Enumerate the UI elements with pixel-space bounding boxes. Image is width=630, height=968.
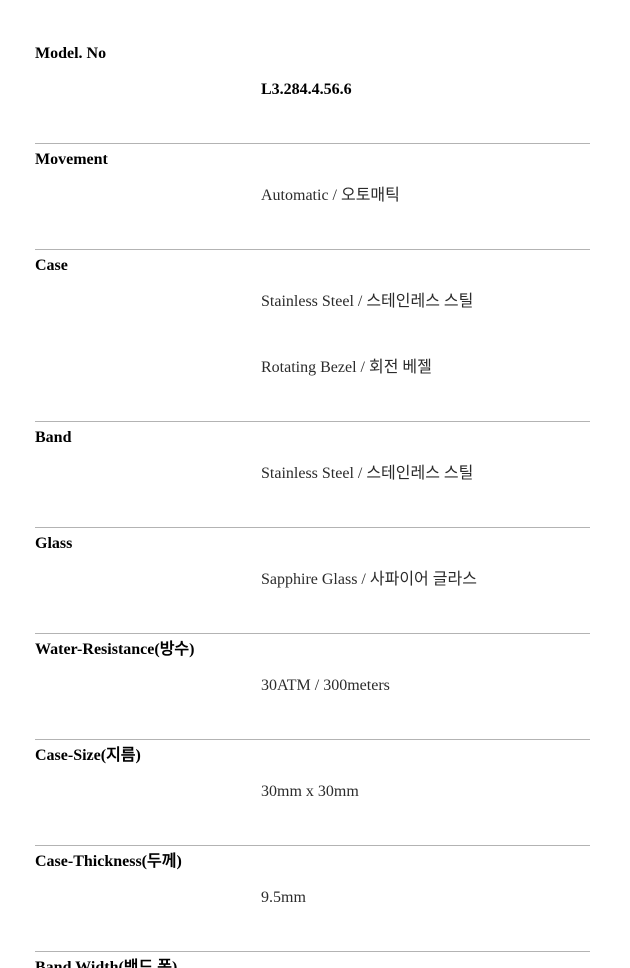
spec-row-glass: Glass Sapphire Glass / 사파이어 글라스 xyxy=(35,528,590,634)
spec-value-line: 30mm x 30mm xyxy=(261,783,590,801)
spec-value-line: Sapphire Glass / 사파이어 글라스 xyxy=(261,571,590,589)
spec-row-case-thickness: Case-Thickness(두께) 9.5mm xyxy=(35,846,590,952)
spec-row-band: Band Stainless Steel / 스테인레스 스틸 xyxy=(35,422,590,528)
spec-label: Band xyxy=(35,422,261,528)
spec-value: Automatic / 오토매틱 xyxy=(261,144,590,250)
spec-value: 15mm xyxy=(261,952,590,968)
spec-value: Stainless Steel / 스테인레스 스틸 xyxy=(261,422,590,528)
spec-row-model-no: Model. No L3.284.4.56.6 xyxy=(35,38,590,144)
spec-table: Model. No L3.284.4.56.6 Movement Automat… xyxy=(35,38,590,968)
spec-value-line: Stainless Steel / 스테인레스 스틸 xyxy=(261,293,590,311)
spec-value-line: Stainless Steel / 스테인레스 스틸 xyxy=(261,465,590,483)
spec-value-line: L3.284.4.56.6 xyxy=(261,81,590,99)
spec-value: L3.284.4.56.6 xyxy=(261,38,590,144)
spec-value: Sapphire Glass / 사파이어 글라스 xyxy=(261,528,590,634)
spec-label: Case-Thickness(두께) xyxy=(35,846,261,952)
spec-label: Water-Resistance(방수) xyxy=(35,634,261,740)
spec-label: Band Width(밴드 폭) xyxy=(35,952,261,968)
spec-label: Movement xyxy=(35,144,261,250)
spec-row-case-size: Case-Size(지름) 30mm x 30mm xyxy=(35,740,590,846)
spec-row-movement: Movement Automatic / 오토매틱 xyxy=(35,144,590,250)
spec-label: Glass xyxy=(35,528,261,634)
spec-value: Stainless Steel / 스테인레스 스틸 Rotating Beze… xyxy=(261,250,590,422)
spec-value-line: Automatic / 오토매틱 xyxy=(261,187,590,205)
spec-value-line: 30ATM / 300meters xyxy=(261,677,590,695)
spec-value: 9.5mm xyxy=(261,846,590,952)
spec-label: Model. No xyxy=(35,38,261,144)
spec-value: 30ATM / 300meters xyxy=(261,634,590,740)
spec-value-line: 9.5mm xyxy=(261,889,590,907)
spec-value: 30mm x 30mm xyxy=(261,740,590,846)
spec-row-band-width: Band Width(밴드 폭) 15mm xyxy=(35,952,590,968)
spec-row-case: Case Stainless Steel / 스테인레스 스틸 Rotating… xyxy=(35,250,590,422)
spec-label: Case xyxy=(35,250,261,422)
spec-label: Case-Size(지름) xyxy=(35,740,261,846)
spec-row-water-resistance: Water-Resistance(방수) 30ATM / 300meters xyxy=(35,634,590,740)
spec-value-line: Rotating Bezel / 회전 베젤 xyxy=(261,359,590,377)
